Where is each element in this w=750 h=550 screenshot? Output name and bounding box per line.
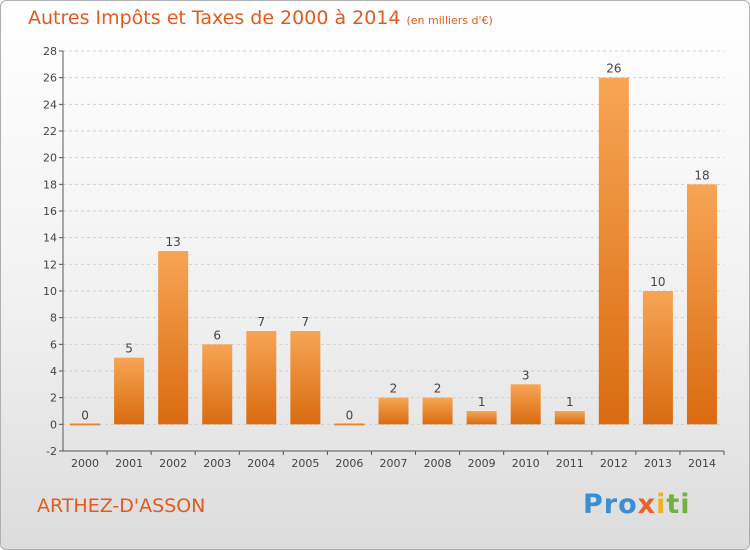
x-tick-label: 2003	[203, 457, 231, 470]
data-label: 1	[478, 395, 486, 409]
y-tick-label: 18	[43, 178, 57, 191]
x-tick-label: 2011	[556, 457, 584, 470]
y-tick-label: 12	[43, 258, 57, 271]
labels: -202468101214161820222426282000020015200…	[43, 45, 716, 470]
x-tick-label: 2012	[600, 457, 628, 470]
bar	[686, 184, 717, 425]
x-tick-label: 2005	[291, 457, 319, 470]
bar	[334, 423, 365, 426]
bar	[114, 357, 145, 425]
x-tick-label: 2002	[159, 457, 187, 470]
bar	[202, 344, 233, 425]
bar	[510, 384, 541, 425]
y-tick-label: 2	[50, 392, 57, 405]
y-tick-label: 16	[43, 205, 57, 218]
y-tick-label: 22	[43, 125, 57, 138]
data-label: 3	[522, 368, 530, 382]
data-label: 0	[81, 408, 89, 422]
y-tick-label: 0	[50, 418, 57, 431]
bar	[70, 423, 101, 426]
proxiti-logo: Proxiti	[583, 489, 691, 520]
chart-title: Autres Impôts et Taxes de 2000 à 2014 (en…	[28, 7, 493, 29]
data-label: 6	[213, 328, 221, 342]
y-tick-label: -2	[46, 445, 57, 458]
y-tick-label: 8	[50, 312, 57, 325]
data-label: 13	[166, 235, 181, 249]
chart-unit: (en milliers d'€)	[406, 14, 493, 27]
y-tick-label: 20	[43, 152, 57, 165]
bar	[466, 411, 497, 425]
y-tick-label: 24	[43, 98, 57, 111]
bar	[422, 397, 453, 425]
bar	[642, 291, 673, 425]
data-label: 18	[694, 168, 709, 182]
data-label: 10	[650, 275, 665, 289]
x-tick-label: 2009	[468, 457, 496, 470]
data-label: 0	[346, 408, 354, 422]
y-tick-label: 6	[50, 338, 57, 351]
y-tick-label: 14	[43, 232, 57, 245]
bars	[70, 77, 717, 426]
bar	[378, 397, 409, 425]
y-tick-label: 10	[43, 285, 57, 298]
x-tick-label: 2014	[688, 457, 716, 470]
y-tick-label: 28	[43, 45, 57, 58]
x-tick-label: 2001	[115, 457, 143, 470]
x-tick-label: 2010	[512, 457, 540, 470]
x-tick-label: 2000	[71, 457, 99, 470]
bar	[246, 331, 277, 425]
bar	[158, 251, 189, 425]
x-tick-label: 2013	[644, 457, 672, 470]
x-tick-label: 2008	[424, 457, 452, 470]
data-label: 2	[434, 382, 442, 396]
data-label: 2	[390, 382, 398, 396]
x-tick-label: 2004	[247, 457, 275, 470]
data-label: 5	[125, 342, 133, 356]
chart-title-text: Autres Impôts et Taxes de 2000 à 2014	[28, 7, 401, 29]
bar	[598, 77, 629, 425]
x-tick-label: 2006	[335, 457, 363, 470]
data-label: 1	[566, 395, 574, 409]
data-label: 26	[606, 62, 621, 76]
bar	[290, 331, 321, 425]
data-label: 7	[302, 315, 310, 329]
data-label: 7	[257, 315, 265, 329]
bar	[554, 411, 585, 425]
x-tick-label: 2007	[380, 457, 408, 470]
axes	[59, 50, 725, 455]
y-tick-label: 4	[50, 365, 57, 378]
y-tick-label: 26	[43, 72, 57, 85]
commune-name: ARTHEZ-D'ASSON	[37, 495, 206, 517]
